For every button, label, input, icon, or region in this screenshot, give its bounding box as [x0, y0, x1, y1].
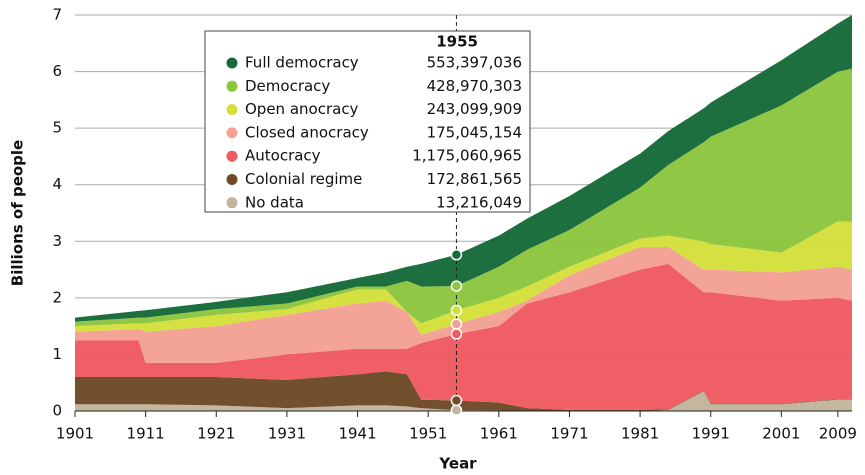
y-tick-label: 5 [52, 119, 62, 137]
tooltip-value: 13,216,049 [436, 193, 522, 211]
y-axis-label: Billions of people [9, 140, 27, 286]
legend-label: No data [245, 193, 304, 211]
tooltip: 1955 Full democracy 553,397,036 Democracy 42… [204, 30, 531, 213]
legend-label: Autocracy [245, 147, 321, 165]
legend-swatch [226, 80, 238, 92]
area [75, 391, 852, 411]
hover-point [450, 394, 463, 407]
tooltip-value: 175,045,154 [427, 123, 522, 141]
legend-label: Full democracy [245, 54, 359, 72]
y-tick-label: 0 [52, 402, 62, 420]
tooltip-value: 243,099,909 [427, 100, 522, 118]
tooltip-value: 1,175,060,965 [412, 147, 522, 165]
x-tick-label: 1951 [409, 425, 447, 443]
x-tick-label: 1931 [268, 425, 306, 443]
y-tick-label: 2 [52, 288, 62, 306]
area [75, 371, 852, 411]
area [75, 15, 852, 322]
x-tick-label: 1961 [480, 425, 518, 443]
x-tick-label: 2001 [762, 425, 800, 443]
y-tick-label: 3 [52, 232, 62, 250]
legend-swatch [226, 197, 238, 209]
hover-point [450, 304, 463, 317]
hover-point [450, 328, 463, 340]
legend-swatch [226, 127, 238, 139]
legend-swatch [226, 57, 238, 69]
x-axis-label: Year [438, 455, 477, 473]
legend-label: Democracy [245, 77, 330, 95]
tooltip-value: 428,970,303 [427, 77, 522, 95]
tooltip-value: 553,397,036 [427, 54, 522, 72]
area [75, 221, 852, 335]
legend-label: Colonial regime [245, 170, 362, 188]
x-tick-label: 1911 [127, 425, 165, 443]
hover-point [450, 280, 463, 292]
legend-swatch [226, 174, 238, 185]
x-tick-label: 1901 [56, 425, 94, 443]
y-tick-label: 4 [52, 175, 62, 193]
area [75, 263, 852, 410]
area [75, 68, 852, 327]
x-tick-label: 2009 [819, 425, 857, 443]
x-tick-label: 1981 [621, 425, 659, 443]
y-tick-label: 7 [52, 6, 62, 24]
x-tick-label: 1921 [197, 425, 235, 443]
y-tick-label: 6 [52, 62, 62, 80]
tooltip-title: 1955 [436, 33, 478, 51]
legend-swatch [226, 150, 238, 162]
hover-point [450, 404, 463, 417]
hover-point [450, 249, 463, 261]
area [75, 246, 852, 363]
x-tick-label: 1971 [550, 425, 588, 443]
tooltip-value: 172,861,565 [427, 170, 522, 188]
y-tick-label: 1 [52, 345, 62, 363]
legend-swatch [226, 104, 238, 116]
hover-point [450, 318, 463, 330]
x-tick-label: 1941 [338, 425, 376, 443]
legend-label: Closed anocracy [245, 123, 369, 141]
tooltip-box [204, 30, 531, 213]
legend-label: Open anocracy [245, 100, 359, 118]
x-tick-label: 1991 [692, 425, 730, 443]
